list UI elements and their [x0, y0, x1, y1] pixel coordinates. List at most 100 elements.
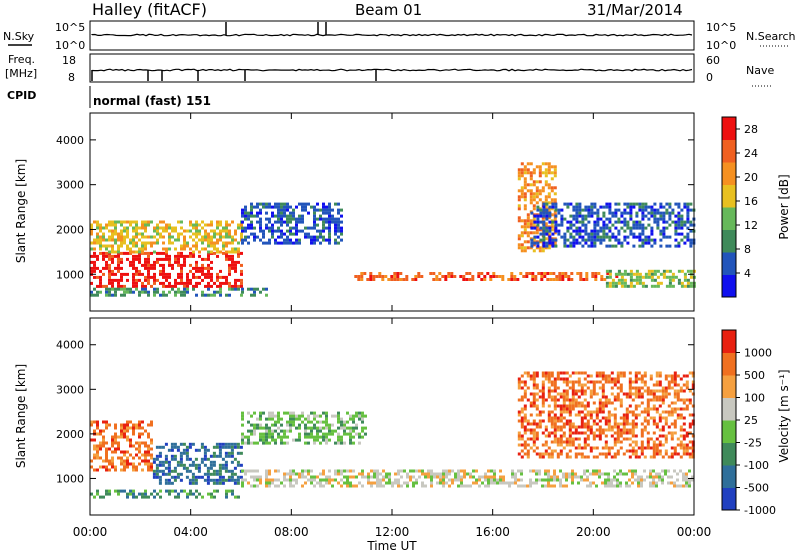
echo-cell: [517, 469, 520, 473]
echo-cell: [230, 442, 234, 446]
echo-cell: [632, 278, 636, 282]
echo-cell: [117, 447, 120, 451]
echo-cell: [93, 241, 96, 245]
echo-cell: [551, 232, 555, 236]
echo-cell: [625, 437, 629, 441]
echo-cell: [665, 284, 669, 288]
echo-cell: [126, 251, 129, 255]
echo-cell: [643, 407, 647, 411]
echo-cell: [129, 453, 132, 457]
echo-cell: [174, 284, 177, 288]
echo-cell: [215, 472, 219, 476]
echo-cell: [535, 192, 539, 196]
echo-cell: [197, 463, 201, 467]
echo-cell: [673, 392, 677, 396]
y-tick-label: 2000: [56, 223, 84, 236]
echo-cell: [661, 425, 665, 429]
echo-cell: [280, 423, 283, 427]
echo-cell: [265, 441, 268, 445]
echo-cell: [209, 478, 213, 482]
echo-cell: [554, 229, 558, 233]
echo-cell: [605, 275, 609, 279]
echo-cell: [331, 484, 334, 488]
echo-cell: [105, 447, 108, 451]
echo-cell: [183, 263, 186, 267]
echo-cell: [574, 380, 578, 384]
echo-cell: [108, 266, 111, 270]
echo-cell: [680, 220, 684, 224]
echo-cell: [209, 472, 213, 476]
echo-cell: [195, 263, 198, 267]
echo-cell: [574, 371, 578, 375]
echo-cell: [174, 293, 177, 297]
echo-cell: [593, 244, 597, 248]
echo-cell: [544, 440, 548, 444]
echo-cell: [286, 435, 289, 439]
echo-cell: [617, 281, 621, 285]
echo-cell: [626, 241, 630, 245]
echo-cell: [583, 443, 587, 447]
echo-cell: [575, 202, 579, 206]
echo-cell: [292, 217, 295, 221]
echo-cell: [162, 284, 165, 288]
echo-cell: [304, 429, 307, 433]
echo-cell: [418, 469, 421, 473]
echo-cell: [156, 232, 159, 236]
echo-cell: [634, 407, 638, 411]
echo-cell: [244, 211, 247, 215]
echo-cell: [277, 217, 280, 221]
echo-cell: [358, 432, 361, 436]
echo-cell: [682, 416, 686, 420]
echo-cell: [244, 478, 247, 482]
echo-cell: [99, 429, 102, 433]
echo-cell: [667, 404, 671, 408]
echo-cell: [653, 278, 657, 282]
echo-cell: [358, 414, 361, 418]
echo-cell: [224, 451, 228, 455]
echo-cell: [247, 241, 250, 245]
echo-cell: [250, 205, 253, 209]
echo-cell: [590, 232, 594, 236]
echo-cell: [153, 278, 156, 282]
echo-cell: [90, 420, 93, 424]
echo-cell: [664, 419, 668, 423]
echo-cell: [616, 386, 620, 390]
echo-cell: [559, 481, 562, 485]
echo-cell: [268, 469, 271, 473]
echo-cell: [161, 445, 165, 449]
echo-cell: [114, 287, 117, 291]
echo-cell: [162, 229, 165, 233]
echo-cell: [679, 484, 682, 488]
echo-cell: [319, 414, 322, 418]
echo-cell: [478, 484, 481, 488]
echo-cell: [424, 484, 427, 488]
echo-cell: [161, 472, 165, 476]
echo-cell: [228, 272, 231, 276]
echo-cell: [520, 443, 524, 447]
echo-cell: [634, 469, 637, 473]
echo-cell: [691, 478, 694, 482]
echo-cell: [247, 217, 250, 221]
echo-cell: [584, 214, 588, 218]
echo-cell: [271, 438, 274, 442]
echo-cell: [322, 238, 325, 242]
echo-cell: [340, 208, 343, 212]
echo-cell: [637, 478, 640, 482]
echo-cell: [234, 229, 237, 233]
echo-cell: [517, 174, 521, 178]
echo-cell: [567, 278, 571, 281]
echo-cell: [685, 484, 688, 488]
power-colorbar-label: Power [dB]: [777, 174, 791, 239]
echo-cell: [538, 171, 542, 175]
echo-cell: [349, 441, 352, 445]
echo-cell: [683, 223, 687, 227]
echo-cell: [619, 398, 623, 402]
echo-cell: [274, 214, 277, 218]
echo-cell: [568, 407, 572, 411]
echo-cell: [567, 275, 571, 278]
echo-cell: [548, 238, 552, 242]
echo-cell: [207, 238, 210, 242]
echo-cell: [577, 425, 581, 429]
echo-cell: [150, 468, 153, 472]
echo-cell: [250, 293, 253, 297]
